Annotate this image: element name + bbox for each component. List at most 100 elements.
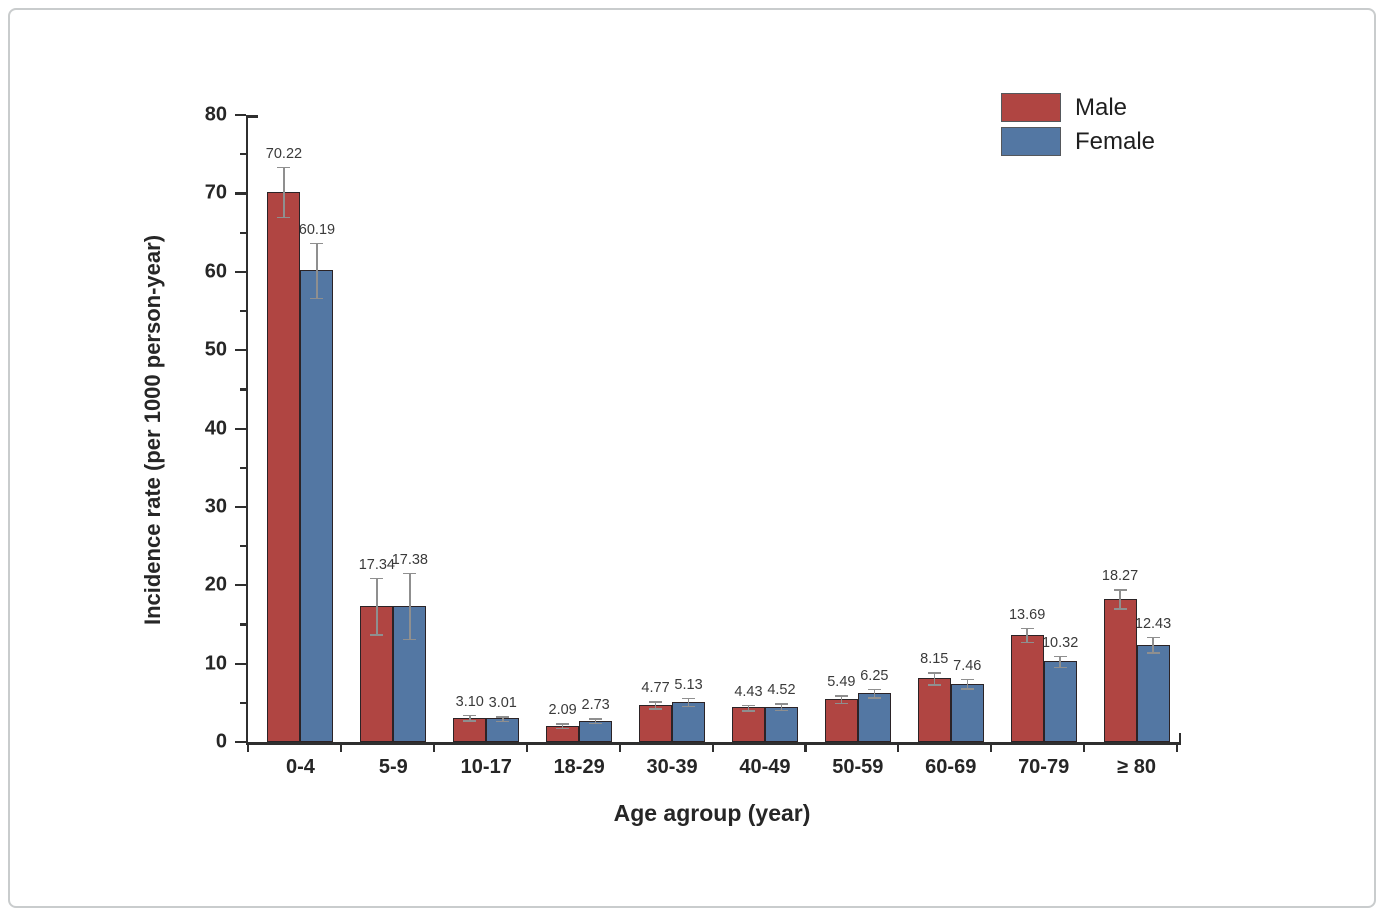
y-major-tick	[234, 270, 246, 273]
male-error-line	[1026, 627, 1028, 642]
y-tick-label: 0	[215, 730, 227, 753]
x-tick-label: 50-59	[832, 756, 884, 778]
female-bar	[1043, 661, 1077, 742]
female-error-cap-top	[960, 678, 974, 681]
female-error-cap-bottom	[403, 638, 417, 641]
male-error-line	[933, 672, 935, 684]
male-error-cap-top	[649, 701, 663, 703]
male-error-cap-top	[741, 704, 755, 707]
y-minor-tick	[239, 153, 246, 156]
x-boundary-tick	[1083, 744, 1086, 752]
y-axis-title: Incidence rate (per 1000 person-year)	[140, 234, 165, 626]
legend-label-female: Female	[1075, 127, 1156, 155]
female-error-cap-top	[682, 697, 696, 700]
y-tick-label: 40	[204, 417, 227, 439]
female-error-line	[873, 688, 876, 698]
x-boundary-tick	[804, 744, 807, 752]
x-tick-label: 60-69	[925, 756, 977, 778]
male-bar	[1103, 598, 1137, 742]
y-major-tick	[234, 741, 246, 744]
male-error-line	[469, 714, 471, 721]
male-error-line	[1119, 589, 1121, 609]
y-minor-tick	[239, 231, 246, 234]
male-error-cap-top	[370, 577, 384, 580]
male-error-line	[376, 577, 378, 635]
female-error-line	[687, 697, 690, 706]
y-major-tick	[234, 662, 246, 665]
y-tick-label: 20	[204, 573, 227, 596]
x-tick-label: 70-79	[1018, 756, 1070, 778]
male-error-cap-bottom	[1113, 608, 1127, 610]
male-color-swatch	[1001, 93, 1061, 122]
female-error-line	[1059, 655, 1061, 667]
x-axis-right-cap	[1178, 732, 1181, 745]
female-error-line	[502, 716, 504, 721]
female-error-cap-bottom	[310, 297, 324, 300]
y-minor-tick	[239, 701, 246, 704]
y-axis-top-cap	[245, 115, 258, 118]
female-bar	[950, 683, 984, 742]
legend-item-male: Male	[1001, 93, 1155, 122]
female-bar	[764, 706, 798, 742]
x-tick-label: 10-17	[460, 756, 512, 778]
y-major-tick	[234, 505, 246, 509]
male-bar	[267, 191, 301, 742]
y-major-tick	[234, 584, 246, 587]
y-minor-tick	[239, 466, 246, 469]
male-error-cap-top	[1020, 627, 1034, 630]
male-error-cap-top	[556, 723, 570, 725]
female-error-line	[780, 703, 783, 710]
male-error-cap-top	[834, 695, 848, 697]
female-error-cap-top	[403, 572, 417, 575]
female-error-line	[1152, 636, 1154, 653]
x-boundary-tick	[525, 744, 528, 752]
female-error-cap-bottom	[589, 722, 603, 725]
male-error-line	[283, 166, 285, 217]
male-error-cap-bottom	[649, 708, 663, 710]
male-value-label: 17.34	[358, 556, 395, 573]
female-value-label: 3.01	[488, 695, 517, 712]
y-major-tick	[234, 427, 246, 430]
female-error-cap-top	[1053, 655, 1067, 658]
female-value-label: 10.32	[1041, 634, 1079, 651]
y-tick-label: 50	[204, 338, 227, 361]
female-error-cap-bottom	[1053, 666, 1067, 669]
male-error-cap-bottom	[1020, 641, 1034, 644]
female-bar	[300, 270, 334, 742]
female-error-cap-bottom	[496, 720, 510, 723]
legend: Male Female	[1001, 93, 1155, 156]
female-value-label: 12.43	[1134, 615, 1172, 632]
female-value-label: 60.19	[298, 221, 336, 238]
male-error-cap-bottom	[927, 684, 941, 686]
female-error-cap-top	[310, 242, 324, 245]
female-bar	[672, 701, 706, 742]
male-error-cap-top	[463, 714, 477, 717]
male-error-line	[561, 723, 564, 728]
x-tick-label: 40-49	[739, 756, 791, 778]
female-value-label: 5.13	[674, 676, 703, 693]
y-minor-tick	[239, 545, 246, 548]
female-error-cap-top	[496, 716, 510, 718]
male-error-line	[747, 704, 750, 711]
male-error-cap-top	[277, 166, 291, 169]
male-value-label: 4.43	[734, 683, 763, 700]
male-error-line	[840, 695, 843, 703]
y-major-tick	[234, 192, 246, 195]
y-tick-label: 80	[204, 103, 227, 126]
female-value-label: 17.38	[391, 551, 428, 568]
male-error-cap-bottom	[834, 702, 848, 705]
male-error-line	[654, 701, 657, 709]
x-boundary-tick	[990, 744, 993, 752]
male-value-label: 13.69	[1008, 606, 1046, 623]
male-value-label: 4.77	[641, 680, 670, 697]
y-axis-line	[245, 115, 248, 745]
x-tick-label: 5-9	[378, 756, 408, 778]
y-minor-tick	[239, 388, 246, 391]
female-error-cap-top	[1146, 636, 1160, 639]
female-error-cap-bottom	[682, 705, 696, 708]
x-tick-label: 0-4	[285, 756, 315, 778]
male-error-cap-bottom	[277, 216, 291, 219]
x-boundary-tick	[897, 744, 900, 752]
male-bar	[1010, 634, 1044, 742]
